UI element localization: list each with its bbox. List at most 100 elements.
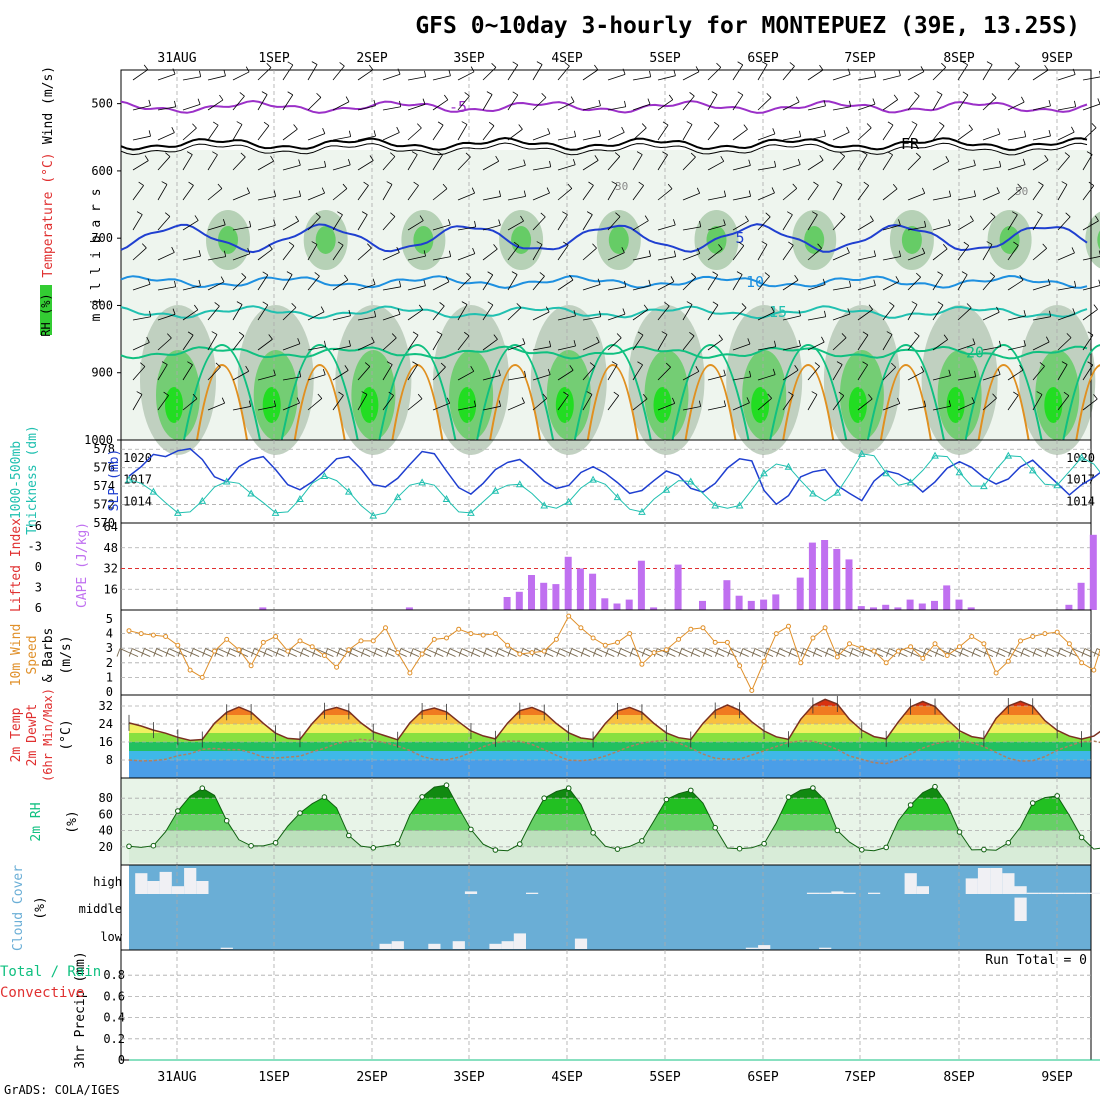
wind-barb [332, 164, 351, 171]
wind-barb-flag [672, 397, 676, 404]
top-date-label: 5SEP [649, 51, 680, 66]
wind-barb-flag [464, 331, 470, 337]
wind-barb [482, 224, 501, 231]
wind-speed-point [505, 642, 511, 648]
wind-barb-flag [288, 241, 295, 247]
wind-barb [632, 127, 647, 141]
wind-barb [632, 364, 643, 381]
surface-wind-barb-flag [263, 648, 267, 657]
wind-barb-flag [412, 361, 418, 366]
wind-barb-flag [473, 400, 477, 407]
surface-wind-barb-flag [373, 648, 377, 657]
wind-barb-flag [337, 241, 344, 246]
wind-barb [357, 247, 372, 261]
isotherm-label: 20 [966, 344, 984, 362]
wind-speed-point [627, 631, 633, 637]
wind-barb-flag [372, 278, 376, 285]
wind-barb [157, 156, 171, 171]
tick-label: 1017 [1066, 473, 1095, 487]
wind-barb [857, 185, 870, 201]
cape-bar [845, 559, 853, 610]
wind-axis-title: & Barbs [41, 628, 56, 683]
rh-point [199, 785, 206, 792]
wind-speed-point [834, 654, 840, 660]
rh-region-mid-core [706, 226, 727, 254]
wind-barb-flag [238, 331, 245, 337]
surface-wind-barb-flag [959, 648, 964, 657]
wind-barb-flag [522, 338, 526, 345]
wind-barb-flag [194, 304, 199, 311]
wind-barb [307, 398, 323, 411]
wind-barb [1082, 127, 1097, 141]
wind-barb-flag [920, 366, 925, 372]
wind-barb [857, 220, 874, 231]
temp-axis-title: 2m Temp [9, 707, 24, 762]
wind-barb-flag [1047, 278, 1051, 285]
surface-wind-barb [999, 648, 1018, 657]
wind-barb [857, 154, 868, 171]
wind-barb-flag [1048, 100, 1051, 107]
wind-barb-flag [746, 397, 750, 403]
wind-barb [182, 398, 198, 411]
wind-barb [732, 129, 748, 141]
wind-barb-flag [562, 211, 568, 216]
wind-barb-flag [615, 212, 621, 217]
wind-barb-flag [771, 306, 775, 313]
isotherm-25-dome [293, 364, 346, 441]
wind-barb [1082, 334, 1094, 351]
wind-barb-flag [749, 370, 752, 377]
wind-barb-flag [699, 220, 702, 227]
wind-barb [857, 285, 876, 291]
top-date-label: 8SEP [943, 51, 974, 66]
wind-barb-flag [498, 219, 501, 226]
wind-barb [1057, 337, 1072, 351]
wind-barb-flag [914, 332, 920, 337]
wind-speed-point [944, 653, 950, 658]
cape-bar [637, 560, 645, 610]
surface-wind-barb-flag [678, 648, 683, 657]
thickness-marker [760, 469, 768, 477]
surface-wind-barb [583, 648, 603, 657]
wind-barb-flag [863, 181, 869, 186]
wind-barb [1057, 286, 1076, 291]
surface-wind-barb [376, 648, 395, 657]
wind-barb-flag [174, 100, 177, 107]
bottom-date-label: 3SEP [453, 1070, 484, 1085]
wind-barb-flag [474, 220, 477, 227]
rh-region-mid-core [315, 226, 336, 254]
thickness-marker [686, 477, 695, 485]
wind-barb-flag [1011, 211, 1018, 215]
wind-speed-point [773, 631, 779, 637]
wind-barb [907, 71, 925, 81]
temperature-band [129, 724, 1091, 733]
wind-barb [1032, 159, 1049, 171]
rh-legend-swatch [40, 285, 52, 335]
surface-wind-barb [852, 648, 871, 657]
wind-barb-flag [765, 212, 771, 218]
bottom-date-label: 31AUG [157, 1070, 196, 1085]
wind-barb-flag [723, 400, 726, 407]
wind-barb-flag [295, 215, 300, 222]
wind-barb-flag [1019, 275, 1024, 281]
wind-barb [557, 315, 576, 321]
wind-barb [282, 307, 297, 321]
surface-wind-barb [974, 648, 994, 657]
wind-barb [332, 395, 344, 411]
bottom-date-label: 8SEP [943, 1070, 974, 1085]
wind-barb-flag [1044, 64, 1049, 71]
temp-axis-title: (6hr Min/Max) [41, 688, 55, 782]
thickness-marker [320, 471, 329, 479]
isotherm-20-dome [964, 344, 1043, 441]
wind-barb [382, 313, 401, 321]
wind-speed-point [212, 648, 217, 654]
wind-barb [882, 188, 898, 201]
wind-barb [732, 343, 751, 351]
cloud-cover-cell-high [184, 868, 197, 894]
wind-barb [407, 220, 424, 231]
wind-barb-flag [1017, 183, 1022, 189]
wind-barb-flag [665, 362, 671, 368]
wind-barb-flag [795, 96, 800, 103]
isotherm-20-dome [476, 344, 555, 441]
wind-barb-flag [691, 272, 697, 278]
thickness-line [128, 453, 1100, 517]
